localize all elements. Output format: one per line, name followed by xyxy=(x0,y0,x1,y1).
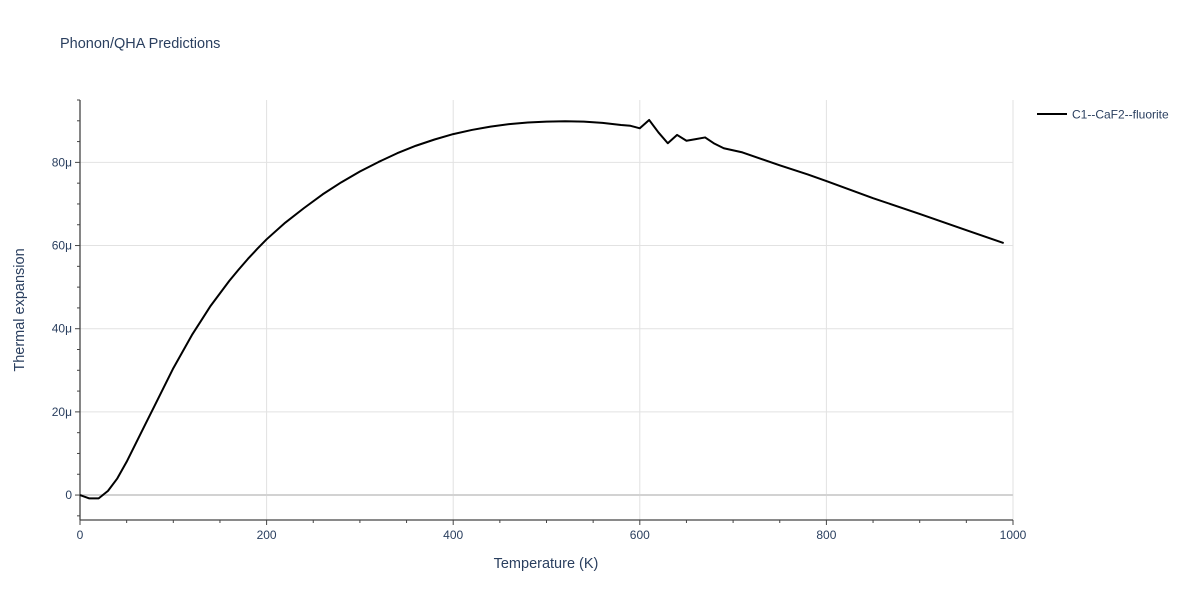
x-axis-ticks: 0 200 400 600 800 1000 xyxy=(77,520,1027,542)
chart-title: Phonon/QHA Predictions xyxy=(60,36,221,52)
y-axis-label: Thermal expansion xyxy=(12,248,28,371)
series-lines xyxy=(79,118,1004,500)
x-tick-label: 0 xyxy=(77,528,84,542)
x-axis-label: Temperature (K) xyxy=(494,556,599,572)
x-gridlines xyxy=(266,100,1014,520)
x-tick-label: 600 xyxy=(630,528,650,542)
x-tick-label: 1000 xyxy=(1000,528,1027,542)
y-tick-label: 0 xyxy=(65,488,72,502)
y-tick-label: 80μ xyxy=(52,155,72,169)
y-tick-label: 20μ xyxy=(52,405,72,419)
y-tick-label: 40μ xyxy=(52,322,72,336)
y-tick-label: 60μ xyxy=(52,239,72,253)
y-axis-ticks: 0 20μ 40μ 60μ 80μ xyxy=(52,99,80,517)
x-tick-label: 800 xyxy=(816,528,836,542)
axes xyxy=(79,100,1013,521)
x-tick-label: 400 xyxy=(443,528,463,542)
x-tick-label: 200 xyxy=(257,528,277,542)
legend-label: C1--CaF2--fluorite xyxy=(1072,108,1169,122)
series-line xyxy=(79,118,1004,500)
legend[interactable]: C1--CaF2--fluorite xyxy=(1037,108,1169,122)
y-gridlines xyxy=(80,161,1013,413)
